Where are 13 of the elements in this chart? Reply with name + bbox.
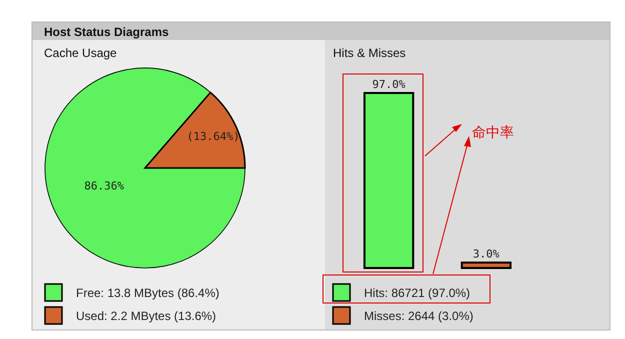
data-label: 97.0% [372,78,406,91]
chart-title: Host Status Diagrams [44,25,170,39]
data-label: (13.64%) [186,130,240,143]
legend-label: Misses: 2644 (3.0%) [364,309,474,323]
pie-slice [44,68,246,268]
data-label: 3.0% [472,248,500,261]
legend-label: Hits: 86721 (97.0%) [364,286,470,300]
annotation: 命中率 [472,125,514,141]
legend-label: Free: 13.8 MBytes (86.4%) [76,286,220,300]
legend-label: Used: 2.2 MBytes (13.6%) [76,309,216,323]
chart-subtitle: Cache Usage [44,46,118,60]
data-label: 86.36% [84,180,124,193]
chart-title: Hits & Misses [333,46,406,60]
